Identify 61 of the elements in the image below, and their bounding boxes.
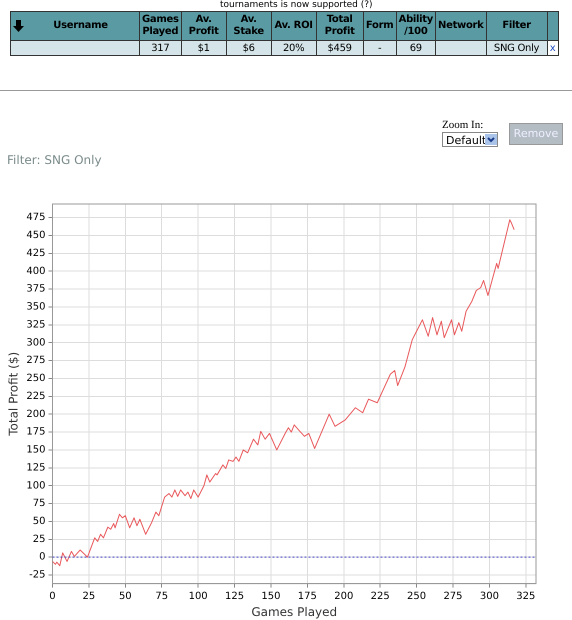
y-tick-label: 75 bbox=[32, 498, 46, 510]
x-tick-label: 150 bbox=[261, 591, 280, 602]
text: Username bbox=[53, 20, 108, 31]
x-tick-label: 0 bbox=[49, 591, 56, 602]
y-tick-label: 425 bbox=[26, 248, 46, 259]
x-axis-title: Games Played bbox=[251, 604, 338, 619]
text: Form bbox=[363, 12, 396, 40]
text: Games Played bbox=[140, 12, 182, 40]
text: Av. ROI bbox=[271, 12, 316, 40]
text: Network bbox=[436, 12, 486, 40]
text: x bbox=[547, 40, 558, 56]
y-tick-label: 175 bbox=[26, 426, 46, 438]
text: - bbox=[363, 40, 396, 56]
x-tick-label: 225 bbox=[370, 591, 390, 602]
y-tick-label: 50 bbox=[32, 516, 46, 527]
text: tournaments is now supported (?) bbox=[220, 0, 373, 10]
chart-subtitle: Filter: SNG Only bbox=[7, 153, 102, 167]
y-tick-label: 300 bbox=[26, 337, 46, 348]
y-tick-label: 100 bbox=[26, 480, 46, 492]
x-tick-label: 250 bbox=[407, 591, 426, 602]
y-tick-label: 375 bbox=[26, 284, 46, 295]
text: $6 bbox=[226, 40, 272, 56]
text: Total Profit bbox=[316, 12, 364, 40]
text: 317 bbox=[140, 40, 182, 56]
text: 20% bbox=[271, 40, 316, 56]
y-tick-label: 350 bbox=[26, 302, 46, 313]
y-tick-label: 275 bbox=[26, 355, 46, 366]
y-tick-label: 25 bbox=[32, 534, 46, 545]
text: Filter bbox=[486, 12, 548, 40]
x-tick-label: 100 bbox=[188, 591, 208, 602]
y-tick-label: 200 bbox=[26, 408, 46, 420]
x-tick-label: 25 bbox=[82, 591, 96, 602]
x-tick-label: 125 bbox=[224, 591, 244, 602]
y-tick-label: 225 bbox=[26, 390, 46, 402]
text: Default bbox=[442, 132, 498, 147]
y-tick-label: 150 bbox=[26, 444, 46, 456]
text: Av. Profit bbox=[181, 12, 226, 40]
text: Remove bbox=[509, 123, 563, 145]
x-tick-label: 50 bbox=[118, 591, 132, 602]
y-tick-label: 125 bbox=[26, 462, 46, 474]
y-tick-label: 250 bbox=[26, 373, 46, 384]
x-tick-label: 200 bbox=[334, 591, 354, 602]
y-axis-title: Total Profit ($) bbox=[6, 352, 20, 437]
x-tick-label: 75 bbox=[155, 591, 168, 602]
text: 69 bbox=[396, 40, 436, 56]
y-tick-label: 0 bbox=[39, 552, 46, 563]
y-tick-label: 325 bbox=[26, 319, 46, 330]
y-tick-label: 475 bbox=[26, 212, 46, 224]
y-tick-label: 450 bbox=[26, 230, 46, 242]
text: Av. Stake bbox=[226, 12, 272, 40]
x-tick-label: 325 bbox=[516, 591, 536, 602]
x-tick-label: 275 bbox=[443, 591, 463, 602]
text: $459 bbox=[316, 40, 364, 56]
y-tick-label: -25 bbox=[29, 570, 46, 581]
x-tick-label: 300 bbox=[480, 591, 499, 602]
x-tick-label: 175 bbox=[298, 591, 317, 602]
text: SNG Only bbox=[486, 40, 548, 56]
y-tick-label: 400 bbox=[26, 266, 46, 277]
text: Ability /100 bbox=[396, 12, 436, 40]
text: Zoom In: bbox=[442, 119, 484, 131]
text: $1 bbox=[181, 40, 226, 56]
